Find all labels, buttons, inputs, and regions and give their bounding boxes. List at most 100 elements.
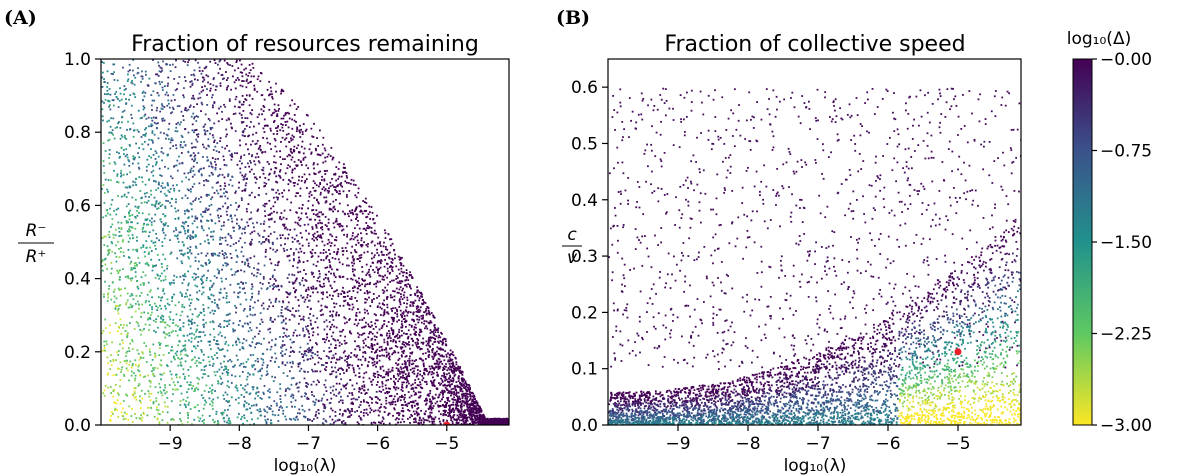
scatter-point [156, 417, 159, 420]
scatter-point [413, 326, 416, 329]
scatter-point [397, 268, 400, 271]
scatter-point [182, 119, 185, 122]
scatter-point [390, 377, 392, 380]
scatter-point [376, 280, 379, 283]
scatter-point [240, 250, 243, 253]
scatter-point [335, 166, 338, 169]
scatter-point [151, 370, 153, 373]
scatter-point [244, 166, 247, 169]
scatter-point [218, 368, 221, 371]
scatter-point [224, 409, 226, 412]
scatter-point [383, 304, 386, 306]
scatter-point [127, 191, 130, 194]
scatter-point [174, 358, 176, 361]
scatter-point [104, 327, 107, 330]
scatter-point [106, 89, 109, 92]
scatter-point [285, 112, 288, 115]
scatter-point [352, 238, 355, 241]
scatter-point [248, 242, 251, 245]
scatter-point [211, 126, 214, 129]
scatter-point [186, 315, 189, 318]
scatter-point [468, 411, 471, 414]
scatter-point [255, 326, 258, 329]
scatter-point [371, 361, 374, 364]
scatter-point [323, 338, 325, 340]
scatter-point [466, 397, 468, 400]
scatter-point [199, 200, 202, 203]
scatter-point [443, 365, 446, 368]
scatter-point [303, 147, 306, 150]
scatter-point [192, 94, 195, 97]
scatter-point [338, 401, 341, 403]
scatter-point [136, 285, 139, 288]
scatter-point [269, 331, 272, 334]
scatter-point [316, 354, 319, 357]
scatter-point [307, 286, 310, 289]
scatter-point [169, 147, 172, 150]
scatter-point [398, 272, 401, 275]
scatter-point [367, 227, 370, 230]
scatter-point [271, 375, 274, 378]
scatter-point [329, 423, 332, 425]
scatter-point [378, 268, 381, 270]
scatter-point [468, 399, 471, 402]
scatter-point [221, 237, 224, 239]
scatter-point [201, 376, 204, 379]
scatter-point [376, 248, 378, 251]
scatter-point [362, 280, 365, 282]
scatter-point [316, 416, 319, 419]
scatter-point [297, 309, 300, 312]
scatter-point [134, 216, 137, 218]
scatter-point [405, 325, 407, 328]
scatter-point [251, 98, 254, 100]
scatter-point [207, 220, 210, 222]
scatter-point [432, 314, 435, 317]
scatter-point [337, 314, 340, 317]
scatter-point [499, 418, 502, 420]
scatter-point [400, 313, 402, 316]
scatter-point [148, 395, 151, 398]
scatter-point [201, 215, 204, 218]
scatter-point [363, 386, 366, 388]
scatter-point [370, 357, 373, 360]
scatter-point [398, 336, 401, 339]
scatter-point [203, 419, 206, 421]
scatter-point [325, 361, 327, 364]
scatter-point [225, 71, 227, 73]
scatter-point [461, 370, 464, 373]
scatter-point [123, 215, 126, 218]
scatter-point [459, 389, 462, 391]
scatter-point [458, 395, 461, 398]
scatter-point [252, 404, 255, 407]
scatter-point [234, 386, 237, 389]
scatter-point [357, 396, 360, 399]
scatter-point [411, 302, 414, 305]
scatter-point [294, 419, 297, 421]
scatter-point [305, 288, 308, 291]
scatter-point [289, 180, 292, 183]
scatter-point [225, 320, 228, 323]
scatter-point [149, 399, 152, 402]
scatter-point [107, 292, 110, 295]
scatter-point [438, 410, 440, 413]
scatter-point [180, 385, 182, 388]
scatter-point [320, 235, 322, 238]
scatter-point [331, 178, 333, 180]
scatter-point [342, 384, 345, 387]
scatter-point [383, 354, 385, 357]
scatter-point [213, 59, 216, 62]
scatter-point [156, 273, 159, 276]
scatter-point [128, 363, 131, 366]
scatter-point [173, 357, 175, 359]
scatter-point [457, 409, 460, 411]
scatter-point [226, 243, 229, 246]
scatter-point [321, 213, 324, 216]
scatter-point [447, 359, 450, 362]
scatter-point [431, 382, 434, 385]
scatter-point [298, 412, 301, 415]
scatter-point [209, 333, 212, 336]
scatter-point [136, 250, 139, 253]
scatter-point [371, 337, 374, 340]
scatter-point [306, 348, 309, 351]
scatter-point [118, 230, 121, 233]
